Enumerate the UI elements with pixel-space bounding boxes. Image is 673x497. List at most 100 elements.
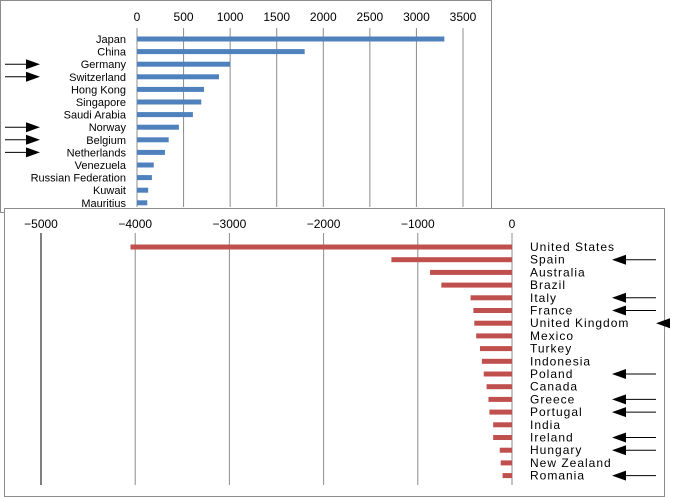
surplus-x-tick-label: 3000 <box>403 10 430 24</box>
deficit-arrow-ireland-head <box>612 432 626 443</box>
surplus-arrow-belgium-head <box>26 134 40 145</box>
deficit-bar-brazil <box>441 282 512 288</box>
deficit-category-label: Portugal <box>530 405 583 419</box>
surplus-x-tick-label: 1000 <box>217 10 244 24</box>
deficit-category-label: Greece <box>530 392 575 406</box>
deficit-bar-ireland <box>493 435 512 440</box>
deficit-bar-united-states <box>130 244 513 250</box>
deficit-category-label: Mexico <box>530 329 574 343</box>
deficit-bar-indonesia <box>481 358 512 364</box>
surplus-x-tick-label: 0 <box>134 10 141 24</box>
deficit-bar-united-kingdom <box>474 320 512 326</box>
surplus-category-label: Netherlands <box>67 147 127 159</box>
surplus-category-label: Venezuela <box>75 160 127 172</box>
deficit-category-label: United States <box>530 240 615 254</box>
surplus-x-tick-label: 3500 <box>450 10 477 24</box>
deficit-category-label: Indonesia <box>530 354 591 368</box>
surplus-bar-singapore <box>137 99 202 105</box>
deficit-arrow-united-kingdom-head <box>656 318 670 329</box>
deficit-bar-mexico <box>476 333 512 339</box>
deficit-x-tick-label: −4000 <box>118 217 152 231</box>
deficit-x-tick-label: 0 <box>509 217 516 231</box>
surplus-category-label: China <box>97 47 127 59</box>
deficit-bar-portugal <box>489 409 512 415</box>
deficit-arrow-poland-head <box>612 369 626 379</box>
surplus-category-label: Hong Kong <box>71 84 126 96</box>
surplus-arrow-germany-head <box>26 59 40 70</box>
deficit-category-label: Turkey <box>530 342 572 356</box>
deficit-bar-australia <box>430 269 512 275</box>
surplus-category-label: Saudi Arabia <box>64 110 127 122</box>
surplus-x-tick-label: 1500 <box>263 10 290 24</box>
deficit-x-tick-label: −5000 <box>24 217 58 231</box>
deficit-category-label: Ireland <box>530 431 574 445</box>
surplus-bar-hong-kong <box>137 86 205 92</box>
deficit-arrow-france-head <box>612 305 626 316</box>
deficit-bar-canada <box>486 384 512 390</box>
deficit-x-tick-label: −3000 <box>213 217 247 231</box>
deficit-bar-turkey <box>479 346 512 352</box>
surplus-category-label: Singapore <box>76 97 126 109</box>
surplus-bar-netherlands <box>137 149 165 155</box>
surplus-bar-mauritius <box>137 200 148 206</box>
surplus-category-label: Japan <box>96 34 126 46</box>
deficit-arrow-portugal-head <box>612 407 626 418</box>
surplus-category-label: Belgium <box>86 135 126 147</box>
deficit-category-label: France <box>530 304 573 318</box>
surplus-bar-norway <box>137 124 179 130</box>
surplus-x-tick-label: 500 <box>174 10 194 24</box>
surplus-category-label: Russian Federation <box>31 173 126 185</box>
deficit-category-label: Australia <box>530 265 586 279</box>
deficit-bar-romania <box>502 473 512 479</box>
deficit-arrow-hungary-head <box>612 445 626 456</box>
surplus-arrow-netherlands-head <box>26 147 40 158</box>
surplus-bar-venezuela <box>137 162 154 168</box>
deficit-x-tick-label: −1000 <box>401 217 435 231</box>
surplus-arrow-switzerland-head <box>26 71 40 82</box>
surplus-category-label: Switzerland <box>69 72 126 84</box>
deficit-arrow-italy-head <box>612 292 626 303</box>
deficit-category-label: Romania <box>530 469 585 483</box>
deficit-arrow-spain-head <box>612 254 626 265</box>
surplus-category-label: Kuwait <box>93 185 126 197</box>
surplus-bar-japan <box>137 36 445 42</box>
deficit-category-label: Italy <box>530 291 557 305</box>
deficit-x-tick-label: −2000 <box>307 217 341 231</box>
surplus-bar-switzerland <box>137 74 219 80</box>
surplus-bar-kuwait <box>137 187 149 193</box>
deficit-category-label: New Zealand <box>530 456 612 470</box>
deficit-bar-france <box>473 308 512 313</box>
surplus-bar-saudi-arabia <box>137 112 193 118</box>
deficit-arrow-romania-head <box>612 470 626 481</box>
deficit-bar-greece <box>488 396 512 402</box>
deficit-category-label: India <box>530 418 561 432</box>
deficit-arrow-greece-head <box>612 394 626 405</box>
surplus-bar-russian-federation <box>137 175 152 181</box>
surplus-chart: 0 500 1000 1500 2000 2500 3000 3500 JapanChinaGe… <box>0 0 492 213</box>
deficit-category-label: Poland <box>530 367 573 381</box>
surplus-arrow-norway-head <box>26 122 40 133</box>
deficit-bar-new-zealand <box>500 460 512 466</box>
deficit-bar-hungary <box>499 447 512 453</box>
deficit-chart: −5000 −4000 −3000 −2000 −1000 0 United StatesS… <box>4 208 670 497</box>
deficit-bar-poland <box>483 371 512 377</box>
deficit-category-label: Spain <box>530 253 566 267</box>
deficit-category-label: Hungary <box>530 443 582 457</box>
deficit-category-label: United Kingdom <box>530 316 629 330</box>
deficit-category-label: Canada <box>530 380 578 394</box>
surplus-bar-belgium <box>137 137 169 143</box>
deficit-bar-india <box>493 422 512 428</box>
surplus-chart-frame <box>0 0 492 213</box>
deficit-chart-frame <box>4 208 665 497</box>
surplus-category-label: Mauritius <box>81 198 126 210</box>
deficit-bar-italy <box>470 295 512 301</box>
deficit-category-label: Brazil <box>530 278 566 292</box>
surplus-bar-china <box>137 49 305 55</box>
surplus-x-tick-label: 2000 <box>310 10 337 24</box>
deficit-bar-spain <box>391 257 512 263</box>
surplus-x-tick-label: 2500 <box>357 10 384 24</box>
surplus-category-label: Norway <box>89 122 127 134</box>
surplus-category-label: Germany <box>81 59 127 71</box>
surplus-bar-germany <box>137 61 231 67</box>
